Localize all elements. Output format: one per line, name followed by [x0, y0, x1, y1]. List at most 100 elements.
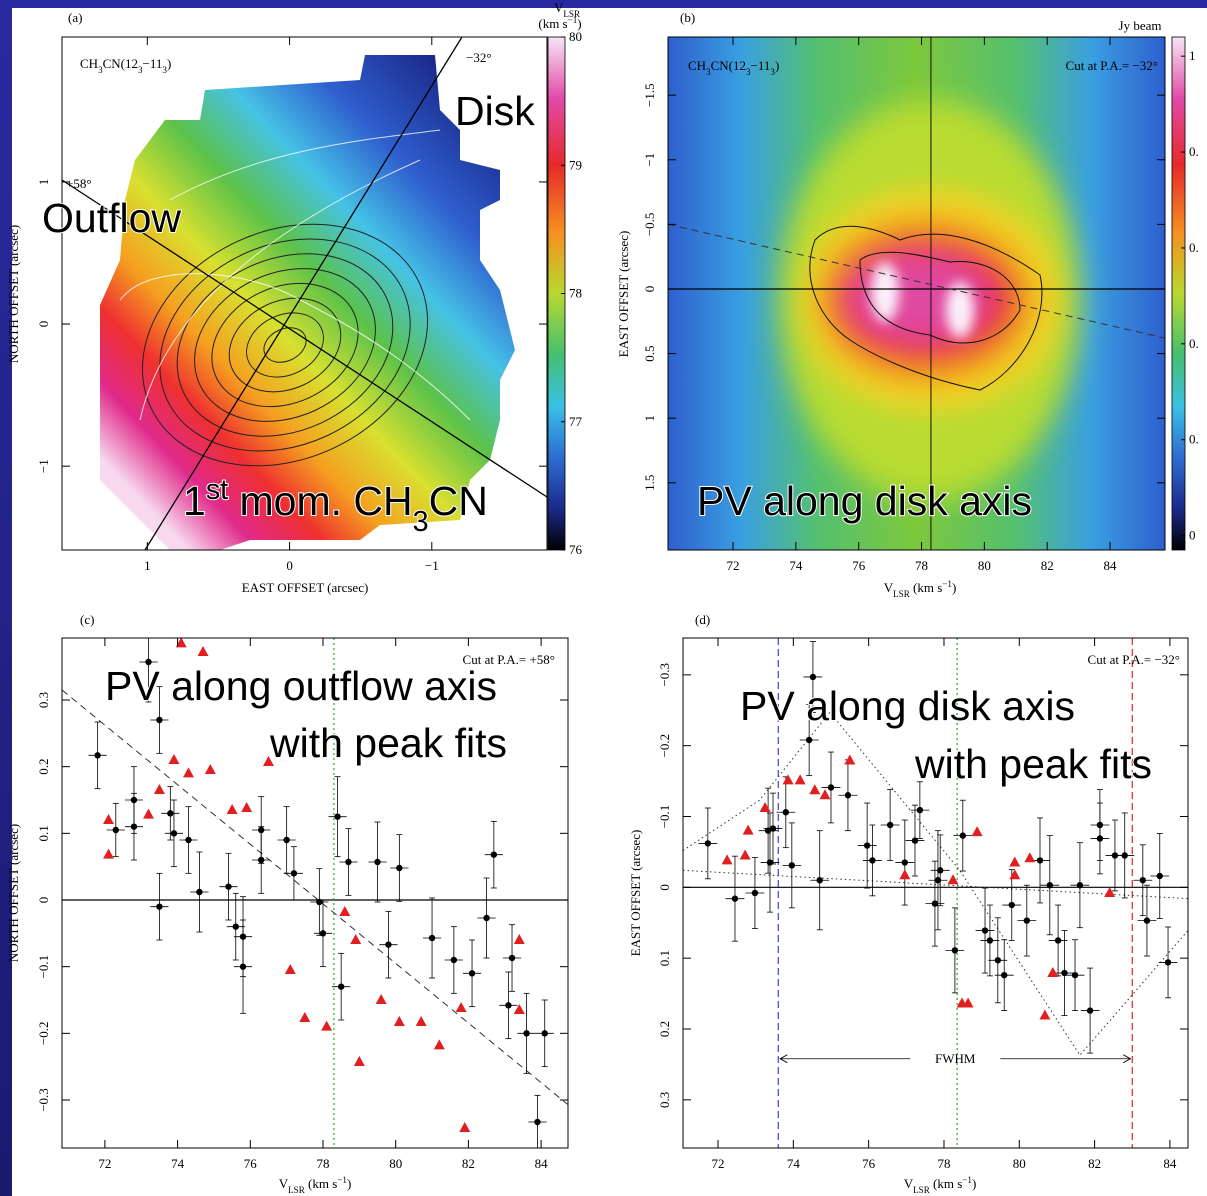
panel-title-part: CN(12 — [103, 56, 138, 71]
pv-contour — [859, 251, 1021, 344]
colorbar-tick-label: 0. — [1189, 432, 1199, 447]
x-tick-label: 72 — [727, 558, 740, 573]
data-point — [994, 957, 1002, 964]
x-tick-label: −1 — [425, 558, 439, 573]
y-tick-label: 0.3 — [657, 1092, 672, 1108]
x-tick-label: 78 — [937, 1156, 950, 1171]
data-point — [468, 970, 476, 977]
data-point — [704, 840, 712, 847]
data-point — [508, 954, 516, 962]
y-tick-label: 1 — [36, 179, 51, 186]
data-point — [1121, 852, 1128, 859]
data-point — [385, 941, 392, 948]
data-point — [1008, 901, 1015, 909]
triangle-point — [393, 1016, 405, 1026]
data-point — [937, 867, 944, 874]
x-axis-label-part: V — [279, 1176, 289, 1191]
triangle-point — [241, 802, 253, 812]
data-point — [981, 927, 989, 934]
x-tick-label: 1 — [144, 558, 151, 573]
panel-title-part: 3 — [770, 67, 775, 77]
data-point — [844, 792, 852, 799]
plot-area — [668, 37, 1165, 550]
y-tick-label: −1 — [642, 153, 657, 167]
data-point — [541, 1030, 548, 1037]
x-tick-label: 84 — [535, 1156, 549, 1171]
panel-title-part: ) — [775, 58, 779, 73]
arrow-head — [1123, 1054, 1132, 1064]
x-tick-label: 76 — [852, 558, 866, 573]
colorbar-tick-label: 1 — [1189, 48, 1196, 63]
panel-title-part: ) — [167, 56, 171, 71]
colorbar-tick-label: 0 — [1189, 528, 1196, 543]
x-axis-label-part: LSR — [913, 1185, 931, 1195]
x-axis-label: VLSR (km s−1) — [884, 579, 957, 599]
triangle-point — [350, 934, 362, 944]
data-point — [931, 900, 939, 907]
triangle-point — [175, 638, 187, 648]
annotation-part: PV along disk axis — [697, 478, 1032, 524]
panel-title-part: 3 — [706, 67, 711, 77]
data-point — [916, 806, 924, 814]
y-tick-label: −0.5 — [642, 213, 657, 237]
panel-title-part: −11 — [751, 58, 771, 73]
fwhm-label: FWHM — [935, 1051, 976, 1066]
annotation: PV along disk axis — [740, 683, 1075, 729]
data-point — [185, 836, 192, 844]
data-point — [239, 963, 247, 970]
angle-label: +58° — [66, 176, 92, 191]
data-point — [788, 862, 796, 869]
annotation-part: mom. CH — [228, 478, 413, 524]
panel-title: CH3CN(123−113) — [688, 58, 779, 77]
triangle-point — [782, 774, 794, 785]
triangle-point — [794, 774, 806, 785]
triangle-point — [1104, 887, 1116, 897]
colorbar-label-part: −1 — [568, 15, 578, 25]
triangle-point — [739, 849, 751, 860]
x-tick-label: 78 — [915, 558, 928, 573]
plot-frame — [61, 637, 569, 1149]
data-point — [934, 877, 942, 884]
cut-label: Cut at P.A.= −32° — [1066, 58, 1158, 73]
triangle-point — [1009, 869, 1021, 880]
triangle-point — [1009, 856, 1021, 867]
colorbar-label: (km s−1) — [538, 15, 581, 31]
data-point — [1071, 971, 1079, 979]
data-point — [374, 858, 381, 866]
colorbar-tick-label: 78 — [569, 286, 582, 301]
y-axis-label: EAST OFFSET (arcsec) — [628, 830, 643, 957]
data-point — [94, 752, 101, 759]
panel-title-part: 3 — [746, 67, 751, 77]
plot-frame — [667, 36, 1166, 551]
data-point — [1156, 872, 1163, 880]
triangle-point — [103, 848, 115, 859]
data-point — [827, 784, 835, 791]
panel-title-part: CH — [688, 58, 706, 73]
triangle-point — [353, 1056, 365, 1066]
data-point — [1143, 917, 1151, 924]
x-axis-label-part: −1 — [337, 1175, 347, 1185]
colorbar — [1171, 36, 1186, 551]
triangle-point — [103, 814, 115, 824]
colorbar-tick-label: 80 — [569, 29, 582, 44]
y-tick-label: 0 — [36, 897, 51, 904]
y-tick-label: 0.1 — [36, 825, 51, 841]
triangle-point — [513, 1004, 525, 1014]
annotation-part: with peak fits — [269, 720, 507, 766]
x-tick-label: 74 — [787, 1156, 801, 1171]
pv-contour — [809, 225, 1043, 391]
data-point — [901, 859, 909, 866]
fit-line — [62, 689, 568, 1106]
y-tick-label: −0.2 — [657, 734, 672, 758]
angle-label: −32° — [466, 50, 492, 65]
panel-label: (d) — [695, 612, 710, 627]
x-axis-label: VLSR (km s−1) — [904, 1175, 977, 1195]
annotation-part: PV along disk axis — [740, 683, 1075, 729]
x-axis-label: VLSR (km s−1) — [279, 1175, 352, 1195]
data-point — [170, 830, 178, 837]
x-tick-label: 74 — [171, 1156, 185, 1171]
annotation: with peak fits — [914, 741, 1152, 787]
triangle-point — [962, 997, 974, 1008]
data-point — [766, 859, 774, 866]
triangle-point — [375, 994, 387, 1004]
